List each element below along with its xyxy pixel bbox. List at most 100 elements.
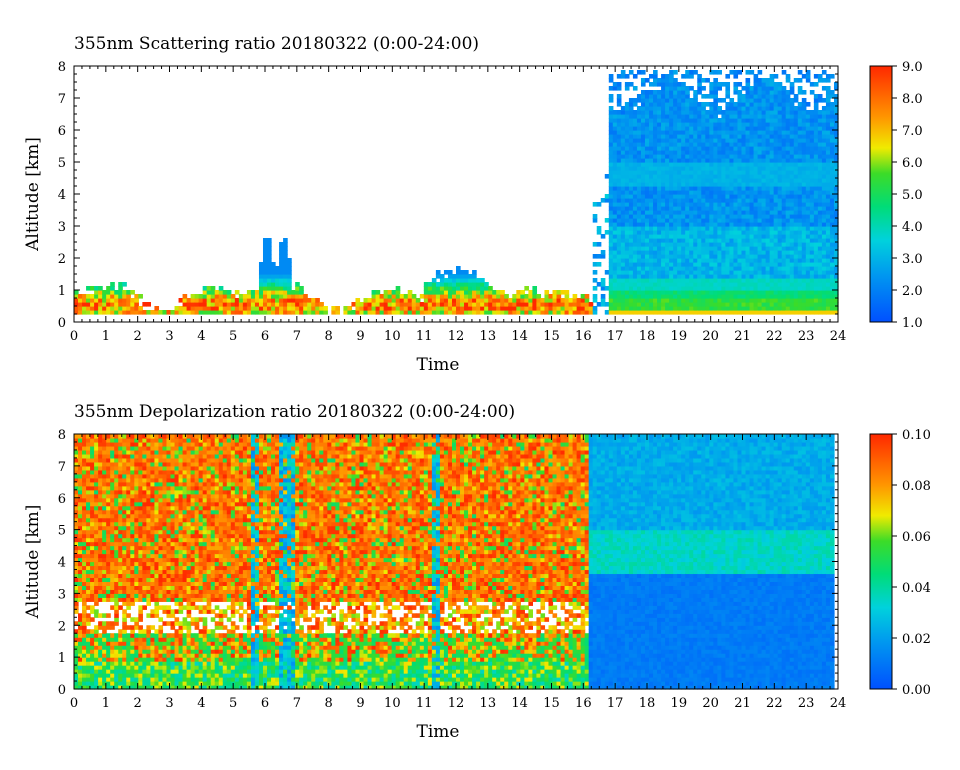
heatmap-cell: [781, 290, 787, 295]
heatmap-cell: [821, 146, 827, 151]
heatmap-cell: [821, 214, 827, 219]
heatmap-cell: [544, 310, 550, 315]
heatmap-cell: [653, 202, 658, 207]
heatmap-cell: [717, 190, 722, 195]
heatmap-cell: [797, 178, 803, 183]
heatmap-cell: [741, 178, 747, 183]
heatmap-cell: [419, 306, 425, 311]
heatmap-cell: [472, 274, 477, 279]
heatmap-cell: [524, 306, 529, 311]
heatmap-cell: [833, 238, 839, 243]
heatmap-cell: [705, 230, 710, 235]
heatmap-cell: [106, 465, 111, 471]
heatmap-cell: [271, 278, 276, 283]
heatmap-cell: [701, 266, 706, 271]
heatmap-cell: [649, 298, 654, 303]
heatmap-cell: [624, 246, 630, 251]
heatmap-cell: [665, 270, 670, 275]
heatmap-cell: [761, 182, 767, 187]
heatmap-cell: [90, 657, 95, 662]
heatmap-cell: [741, 278, 747, 283]
heatmap-cell: [661, 238, 666, 243]
heatmap-cell: [653, 290, 658, 295]
heatmap-cell: [797, 106, 803, 111]
heatmap-cell: [689, 158, 694, 163]
heatmap-cell: [729, 306, 735, 311]
heatmap-cell: [636, 278, 642, 283]
heatmap-cell: [363, 298, 369, 303]
heatmap-cell: [677, 86, 682, 91]
heatmap-cell: [267, 302, 272, 307]
heatmap-cell: [809, 126, 815, 131]
heatmap-cell: [833, 150, 839, 155]
heatmap-cell: [733, 274, 739, 279]
heatmap-cell: [608, 182, 614, 187]
heatmap-cell: [689, 234, 694, 239]
heatmap-cell: [833, 86, 839, 91]
heatmap-cell: [636, 202, 642, 207]
heatmap-cell: [665, 86, 670, 91]
heatmap-cell: [737, 238, 743, 243]
heatmap-cell: [753, 286, 759, 291]
heatmap-cell: [500, 290, 505, 295]
heatmap-cell: [661, 150, 666, 155]
heatmap-cell: [431, 306, 437, 311]
heatmap-cell: [817, 214, 823, 219]
heatmap-cell: [395, 294, 401, 299]
heatmap-cell: [749, 110, 755, 115]
heatmap-cell: [122, 302, 127, 307]
heatmap-cell: [661, 158, 666, 163]
heatmap-cell: [721, 222, 727, 227]
heatmap-cell: [640, 282, 646, 287]
heatmap-cell: [809, 250, 815, 255]
heatmap-cell: [608, 286, 614, 291]
heatmap-cell: [98, 573, 103, 579]
heatmap-cell: [90, 302, 95, 307]
heatmap-cell: [110, 310, 115, 315]
heatmap-cell: [821, 282, 827, 287]
heatmap-cell: [649, 302, 654, 307]
heatmap-cell: [94, 637, 99, 642]
heatmap-cell: [556, 290, 562, 295]
heatmap-cell: [665, 98, 670, 103]
heatmap-cell: [805, 74, 811, 79]
heatmap-cell: [721, 262, 727, 267]
heatmap-cell: [701, 246, 706, 251]
heatmap-cell: [508, 302, 513, 307]
heatmap-cell: [644, 310, 650, 315]
heatmap-cell: [705, 174, 710, 179]
y-tick-label: 7: [58, 92, 66, 107]
heatmap-cell: [657, 246, 662, 251]
heatmap-cell: [793, 230, 799, 235]
heatmap-cell: [765, 246, 771, 251]
heatmap-cell: [291, 310, 296, 315]
heatmap-cell: [612, 306, 618, 311]
heatmap-cell: [753, 174, 759, 179]
heatmap-cell: [769, 126, 775, 131]
heatmap-cell: [745, 70, 751, 75]
heatmap-cell: [785, 230, 791, 235]
heatmap-cell: [616, 94, 622, 99]
heatmap-cell: [821, 86, 827, 91]
heatmap-cell: [813, 138, 819, 143]
heatmap-cell: [829, 130, 835, 135]
heatmap-cell: [110, 661, 115, 666]
heatmap-cell: [604, 270, 610, 275]
heatmap-cell: [98, 537, 103, 543]
heatmap-cell: [86, 465, 91, 471]
heatmap-cell: [729, 210, 735, 215]
heatmap-cell: [745, 290, 751, 295]
heatmap-cell: [753, 206, 759, 211]
heatmap-cell: [665, 134, 670, 139]
heatmap-cell: [777, 194, 783, 199]
heatmap-cell: [693, 262, 698, 267]
heatmap-cell: [78, 298, 83, 303]
heatmap-cell: [657, 158, 662, 163]
heatmap-cell: [669, 118, 674, 123]
heatmap-cell: [781, 226, 787, 231]
heatmap-cell: [697, 310, 702, 315]
heatmap-cell: [657, 134, 662, 139]
heatmap-cell: [713, 182, 718, 187]
heatmap-cell: [693, 190, 698, 195]
heatmap-cell: [640, 302, 646, 307]
